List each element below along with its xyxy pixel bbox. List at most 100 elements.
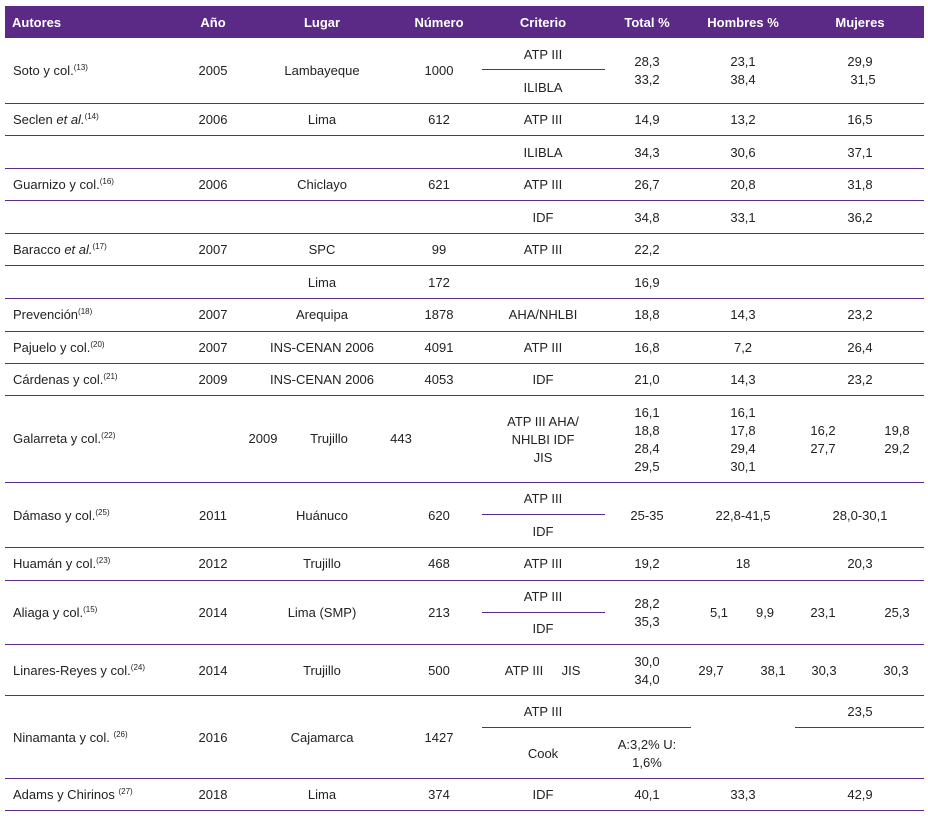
mujeres-cell: 23,2 — [847, 307, 873, 322]
header-hombres: Hombres % — [707, 15, 779, 30]
autor-cell: Prevención(18) — [13, 307, 93, 322]
lugar-cell: INS-CENAN 2006 — [269, 372, 375, 387]
lugar-cell: Lima (SMP) — [287, 605, 357, 620]
total-cell: 18,8 — [634, 307, 660, 322]
autor-cell: Linares-Reyes y col.(24) — [13, 663, 146, 678]
hombres-cell: 29,4 — [730, 441, 756, 456]
lugar-cell: Trujillo — [310, 431, 348, 446]
criterio-cell: ATP III — [523, 242, 563, 257]
hombres-cell: 17,8 — [730, 423, 756, 438]
mujeres-cell: 29,9 — [847, 54, 873, 69]
anio-cell: 2007 — [198, 307, 228, 322]
anio-cell: 2014 — [198, 605, 228, 620]
hombres-cell: 30,6 — [730, 145, 756, 160]
numero-cell: 172 — [428, 275, 450, 290]
criterio-divider — [482, 612, 605, 613]
mujeres-cell: 30,3 — [811, 663, 837, 678]
anio-cell: 2018 — [198, 787, 228, 802]
mujeres-cell: 29,2 — [884, 441, 910, 456]
total-cell: 19,2 — [634, 556, 660, 571]
table-row: ILIBLA 34,3 30,6 37,1 — [5, 136, 924, 169]
hombres-cell: 29,7 — [698, 663, 724, 678]
numero-cell: 620 — [428, 508, 450, 523]
lugar-cell: Huánuco — [295, 508, 349, 523]
mujeres-cell: 19,8 — [884, 423, 910, 438]
mujeres-cell: 30,3 — [883, 663, 909, 678]
header-numero: Número — [414, 15, 464, 30]
lugar-cell: Lima — [307, 787, 337, 802]
criterio-cell: JIS — [561, 663, 581, 678]
table-row: Galarreta y col.(22) 2009 Trujillo 443 A… — [5, 396, 924, 483]
total-cell: 29,5 — [634, 459, 660, 474]
numero-cell: 4091 — [424, 340, 454, 355]
anio-cell: 2007 — [198, 340, 228, 355]
hombres-cell: 14,3 — [730, 307, 756, 322]
criterio-cell: IDF — [532, 524, 554, 539]
header-mujeres: Mujeres % — [835, 15, 885, 63]
anio-cell: 2005 — [198, 63, 228, 78]
mujeres-cell: 26,4 — [847, 340, 873, 355]
autor-cell: Guarnizo y col.(16) — [13, 177, 114, 192]
total-cell: 40,1 — [634, 787, 660, 802]
criterio-cell: Cook — [527, 746, 559, 761]
lugar-cell: Lima — [307, 275, 337, 290]
criterio-cell: ATP III — [504, 663, 544, 678]
mujeres-cell: 23,2 — [847, 372, 873, 387]
autor-cell: Aliaga y col.(15) — [13, 605, 98, 620]
mujeres-cell: 27,7 — [810, 441, 836, 456]
lugar-cell: Lambayeque — [284, 63, 360, 78]
hombres-cell: 38,4 — [730, 72, 756, 87]
numero-cell: 468 — [428, 556, 450, 571]
criterio-cell: ATP III — [523, 340, 563, 355]
total-cell: 25-35 — [630, 508, 664, 523]
table-row: Soto y col.(13) 2005 Lambayeque 1000 ATP… — [5, 38, 924, 104]
anio-cell: 2009 — [198, 372, 228, 387]
criterio-cell: IDF — [532, 210, 554, 225]
criterio-cell: AHA/NHLBI — [508, 307, 578, 322]
mujeres-cell: 31,8 — [847, 177, 873, 192]
numero-cell: 213 — [428, 605, 450, 620]
hombres-cell: 13,2 — [730, 112, 756, 127]
numero-cell: 4053 — [424, 372, 454, 387]
total-cell: 14,9 — [634, 112, 660, 127]
numero-cell: 1000 — [424, 63, 454, 78]
numero-cell: 621 — [428, 177, 450, 192]
table-row: Baracco et al.(17) 2007 SPC 99 ATP III 2… — [5, 234, 924, 266]
lugar-cell: Trujillo — [303, 663, 341, 678]
anio-cell: 2009 — [248, 431, 278, 446]
total-cell: 18,8 — [634, 423, 660, 438]
table-row: Linares-Reyes y col.(24) 2014 Trujillo 5… — [5, 645, 924, 696]
autor-cell: Baracco et al.(17) — [13, 242, 107, 257]
total-cell: 16,1 — [634, 405, 660, 420]
numero-cell: 612 — [428, 112, 450, 127]
table-row: Pajuelo y col.(20) 2007 INS-CENAN 2006 4… — [5, 332, 924, 364]
lugar-cell: Lima — [307, 112, 337, 127]
anio-cell: 2012 — [198, 556, 228, 571]
table-row: Adams y Chirinos (27) 2018 Lima 374 IDF … — [5, 779, 924, 811]
autor-cell: Huamán y col.(23) — [13, 556, 111, 571]
total-cell: 35,3 — [634, 614, 660, 629]
numero-cell: 443 — [390, 431, 412, 446]
total-cell: 28,2 — [634, 596, 660, 611]
criterio-cell: IDF — [532, 372, 554, 387]
header-criterio: Criterio — [519, 15, 567, 30]
table-row: Lima 172 16,9 — [5, 266, 924, 299]
table-row: IDF 34,8 33,1 36,2 — [5, 201, 924, 234]
criterio-divider — [482, 69, 605, 70]
hombres-cell: 30,1 — [730, 459, 756, 474]
hombres-cell: 23,1 — [730, 54, 756, 69]
table-row: Prevención(18) 2007 Arequipa 1878 AHA/NH… — [5, 299, 924, 332]
table-row: Seclen et al.(14) 2006 Lima 612 ATP III … — [5, 104, 924, 136]
total-cell: 28,3 — [634, 54, 660, 69]
hombres-cell: 9,9 — [755, 605, 775, 620]
numero-cell: 99 — [431, 242, 447, 257]
hombres-cell: 22,8-41,5 — [715, 508, 771, 523]
header-total: Total % — [624, 15, 670, 30]
table-row: Cárdenas y col.(21) 2009 INS-CENAN 2006 … — [5, 364, 924, 396]
autor-cell: Cárdenas y col.(21) — [13, 372, 118, 387]
autor-cell: Seclen et al.(14) — [13, 112, 99, 127]
autor-cell: Galarreta y col.(22) — [13, 431, 116, 446]
total-cell: A:3,2% U: — [617, 737, 677, 752]
criterio-cell: ATP III — [523, 47, 563, 62]
anio-cell: 2014 — [198, 663, 228, 678]
